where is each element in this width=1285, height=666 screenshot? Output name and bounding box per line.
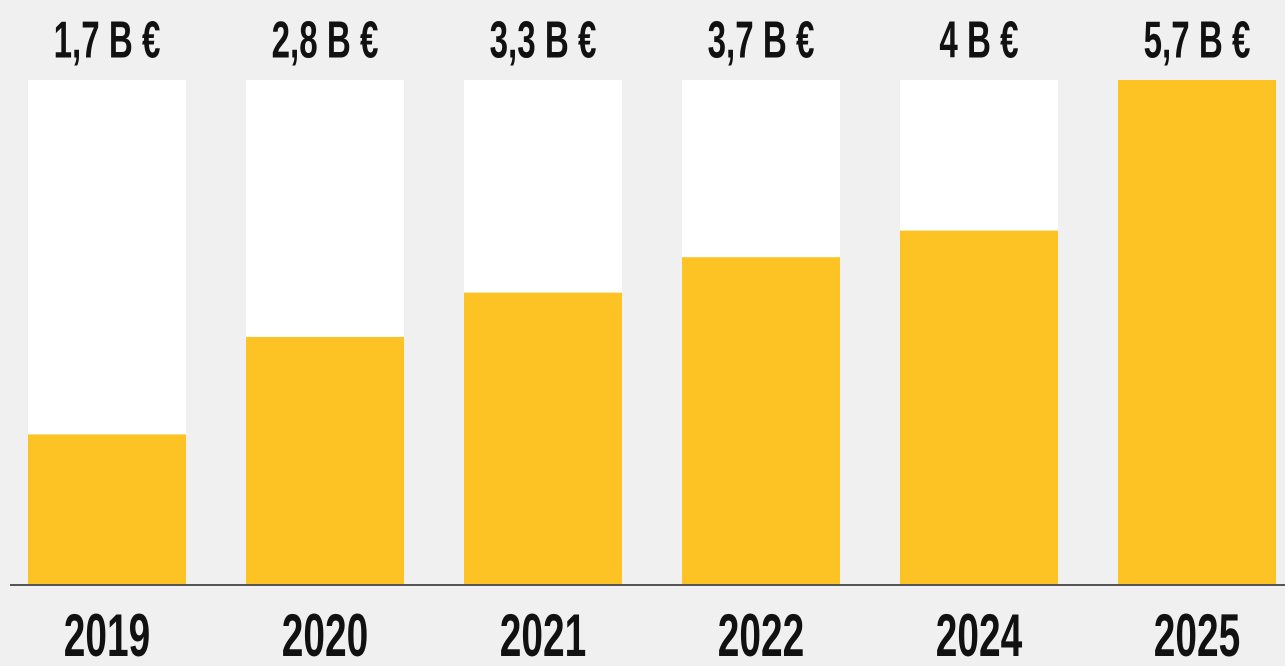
x-tick-label: 2022 — [718, 601, 804, 666]
bar — [28, 434, 186, 585]
bar — [900, 230, 1058, 586]
value-label: 1,7 B € — [54, 12, 161, 69]
x-tick-label: 2019 — [64, 601, 150, 666]
x-tick-label: 2021 — [500, 601, 586, 666]
value-label: 3,3 B € — [490, 12, 597, 69]
value-label: 5,7 B € — [1144, 12, 1251, 69]
bar — [682, 257, 840, 585]
value-label: 2,8 B € — [272, 12, 379, 69]
x-tick-label: 2024 — [936, 601, 1022, 666]
bar — [464, 292, 622, 585]
bar — [1118, 80, 1276, 585]
bar — [246, 336, 404, 585]
value-label: 3,7 B € — [708, 12, 815, 69]
value-label: 4 B € — [939, 12, 1018, 69]
x-tick-label: 2020 — [282, 601, 368, 666]
x-tick-label: 2025 — [1154, 601, 1240, 666]
